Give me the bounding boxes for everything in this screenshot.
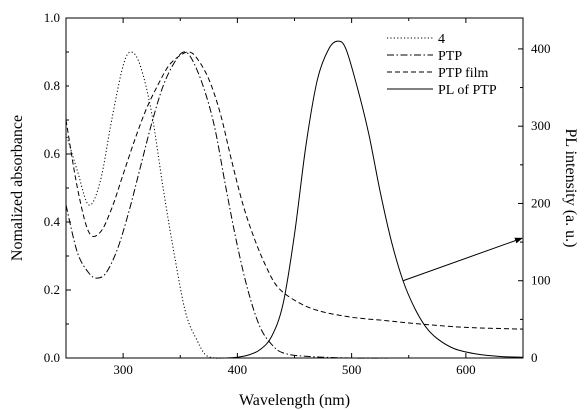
y-right-tick-label: 300 bbox=[531, 118, 551, 133]
y-left-tick-label: 0.2 bbox=[44, 282, 60, 297]
legend-label-1: PTP bbox=[438, 49, 462, 64]
series-line-3 bbox=[225, 40, 524, 359]
x-tick-label: 500 bbox=[342, 362, 362, 377]
y-right-tick-label: 0 bbox=[531, 350, 538, 365]
y-left-tick-label: 1.0 bbox=[44, 10, 60, 25]
legend-label-3: PL of PTP bbox=[438, 83, 497, 98]
series-line-1 bbox=[65, 51, 523, 359]
y-left-tick-label: 0.0 bbox=[44, 350, 60, 365]
y-right-tick-label: 100 bbox=[531, 273, 551, 288]
ticks: 300 400 500 600 0.0 0.2 0.4 0.6 0.8 1.0 0 100 200 300… bbox=[44, 10, 551, 377]
legend-label-2: PTP film bbox=[438, 66, 489, 81]
x-axis-label: Wavelength (nm) bbox=[239, 392, 350, 409]
y-axis-right-label: PL intensity (a. u.) bbox=[562, 129, 579, 248]
plot-area bbox=[65, 17, 524, 359]
legend-label-0: 4 bbox=[438, 32, 445, 47]
y-right-tick-label: 200 bbox=[531, 195, 551, 210]
y-left-tick-label: 0.6 bbox=[44, 146, 61, 161]
x-tick-label: 600 bbox=[456, 362, 476, 377]
series-line-2 bbox=[65, 51, 524, 330]
annotation-arrow-0 bbox=[402, 237, 523, 282]
y-axis-left-label: Nomalized absorbance bbox=[9, 115, 26, 261]
x-tick-label: 300 bbox=[113, 362, 133, 377]
annotations bbox=[402, 237, 523, 282]
y-left-tick-label: 0.4 bbox=[44, 214, 61, 229]
series-group bbox=[65, 40, 524, 359]
legend: 4 PTP PTP film PL of PTP bbox=[387, 32, 497, 98]
y-right-tick-label: 400 bbox=[531, 41, 551, 56]
x-tick-label: 400 bbox=[228, 362, 248, 377]
series-line-0 bbox=[65, 51, 523, 359]
y-left-tick-label: 0.8 bbox=[44, 78, 60, 93]
